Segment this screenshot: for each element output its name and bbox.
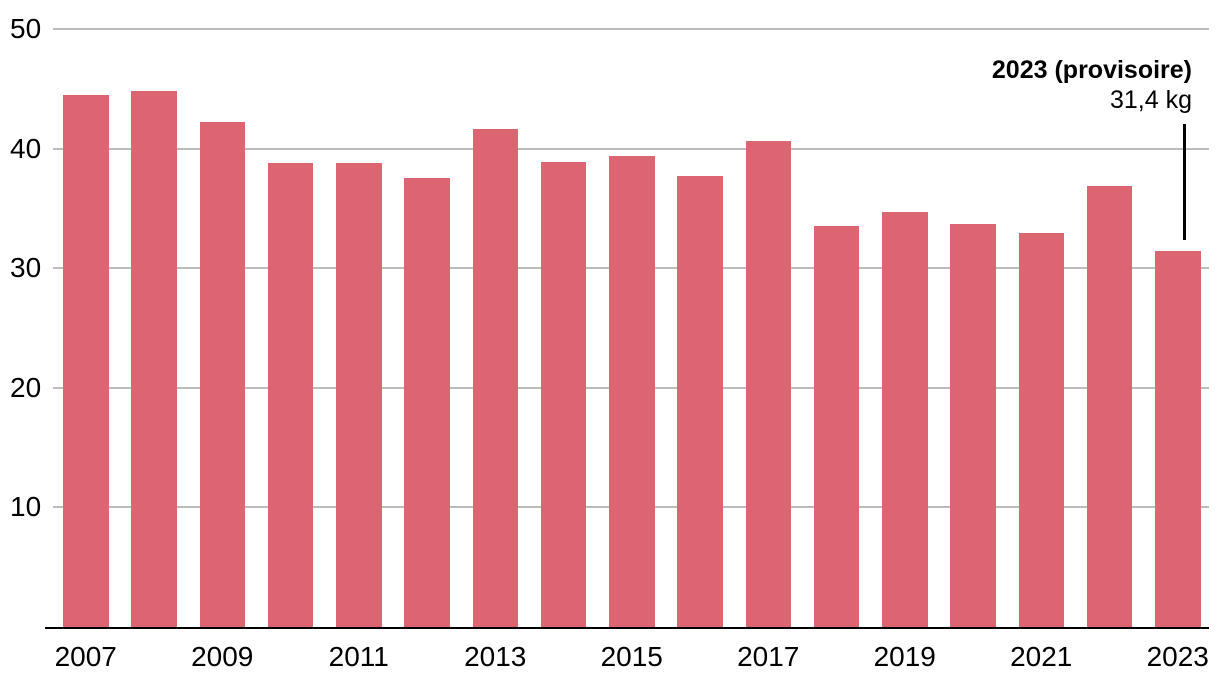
bar-2013: [472, 129, 518, 628]
bar-2012: [404, 178, 450, 628]
x-tick-label-2021: 2021: [1010, 641, 1073, 672]
annotation-value: 31,4 kg: [1109, 86, 1192, 114]
y-tick-label-10: 10: [10, 491, 42, 522]
x-tick-label-2013: 2013: [464, 641, 527, 672]
bar-2011: [336, 162, 382, 628]
x-tick-label-2019: 2019: [873, 641, 936, 672]
bar-2016: [677, 175, 723, 628]
bar-2008: [131, 91, 177, 628]
bar-2009: [199, 122, 245, 628]
annotation-connector-line: [1183, 124, 1186, 240]
x-tick-label-2007: 2007: [54, 641, 117, 672]
bar-2014: [540, 161, 587, 628]
gridline-40: [53, 147, 1209, 150]
y-tick-label-50: 50: [10, 13, 42, 44]
bar-2021: [1018, 233, 1064, 628]
x-tick-label-2015: 2015: [600, 641, 663, 672]
gridline-50: [53, 28, 1209, 30]
annotation: 2023 (provisoire) 31,4 kg: [992, 55, 1192, 115]
bar-2019: [882, 211, 928, 628]
y-tick-label-20: 20: [10, 371, 42, 403]
bar-2015: [609, 155, 655, 628]
annotation-title: 2023 (provisoire): [991, 56, 1192, 84]
bar-2020: [950, 223, 996, 628]
y-tick-label-40: 40: [10, 132, 42, 164]
bar-2018: [813, 226, 860, 628]
bar-2010: [267, 162, 314, 628]
x-axis-line: [45, 627, 1209, 630]
bar-2023: [1155, 251, 1201, 628]
x-tick-label-2009: 2009: [191, 641, 254, 672]
bar-2007: [63, 94, 109, 628]
bar-2022: [1086, 185, 1133, 628]
x-tick-label-2011: 2011: [328, 641, 389, 672]
x-tick-label-2017: 2017: [737, 641, 800, 672]
y-tick-label-30: 30: [10, 252, 42, 283]
bar-2017: [745, 141, 791, 628]
x-tick-label-2023: 2023: [1146, 641, 1209, 672]
